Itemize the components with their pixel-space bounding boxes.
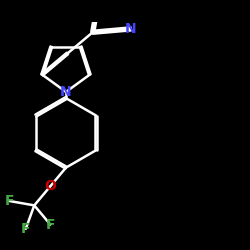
Text: N: N — [60, 85, 72, 99]
Text: F: F — [5, 194, 15, 208]
Text: N: N — [125, 22, 136, 36]
Text: F: F — [21, 222, 30, 236]
Text: N: N — [94, 0, 105, 2]
Text: F: F — [46, 218, 55, 232]
Text: O: O — [44, 179, 56, 193]
